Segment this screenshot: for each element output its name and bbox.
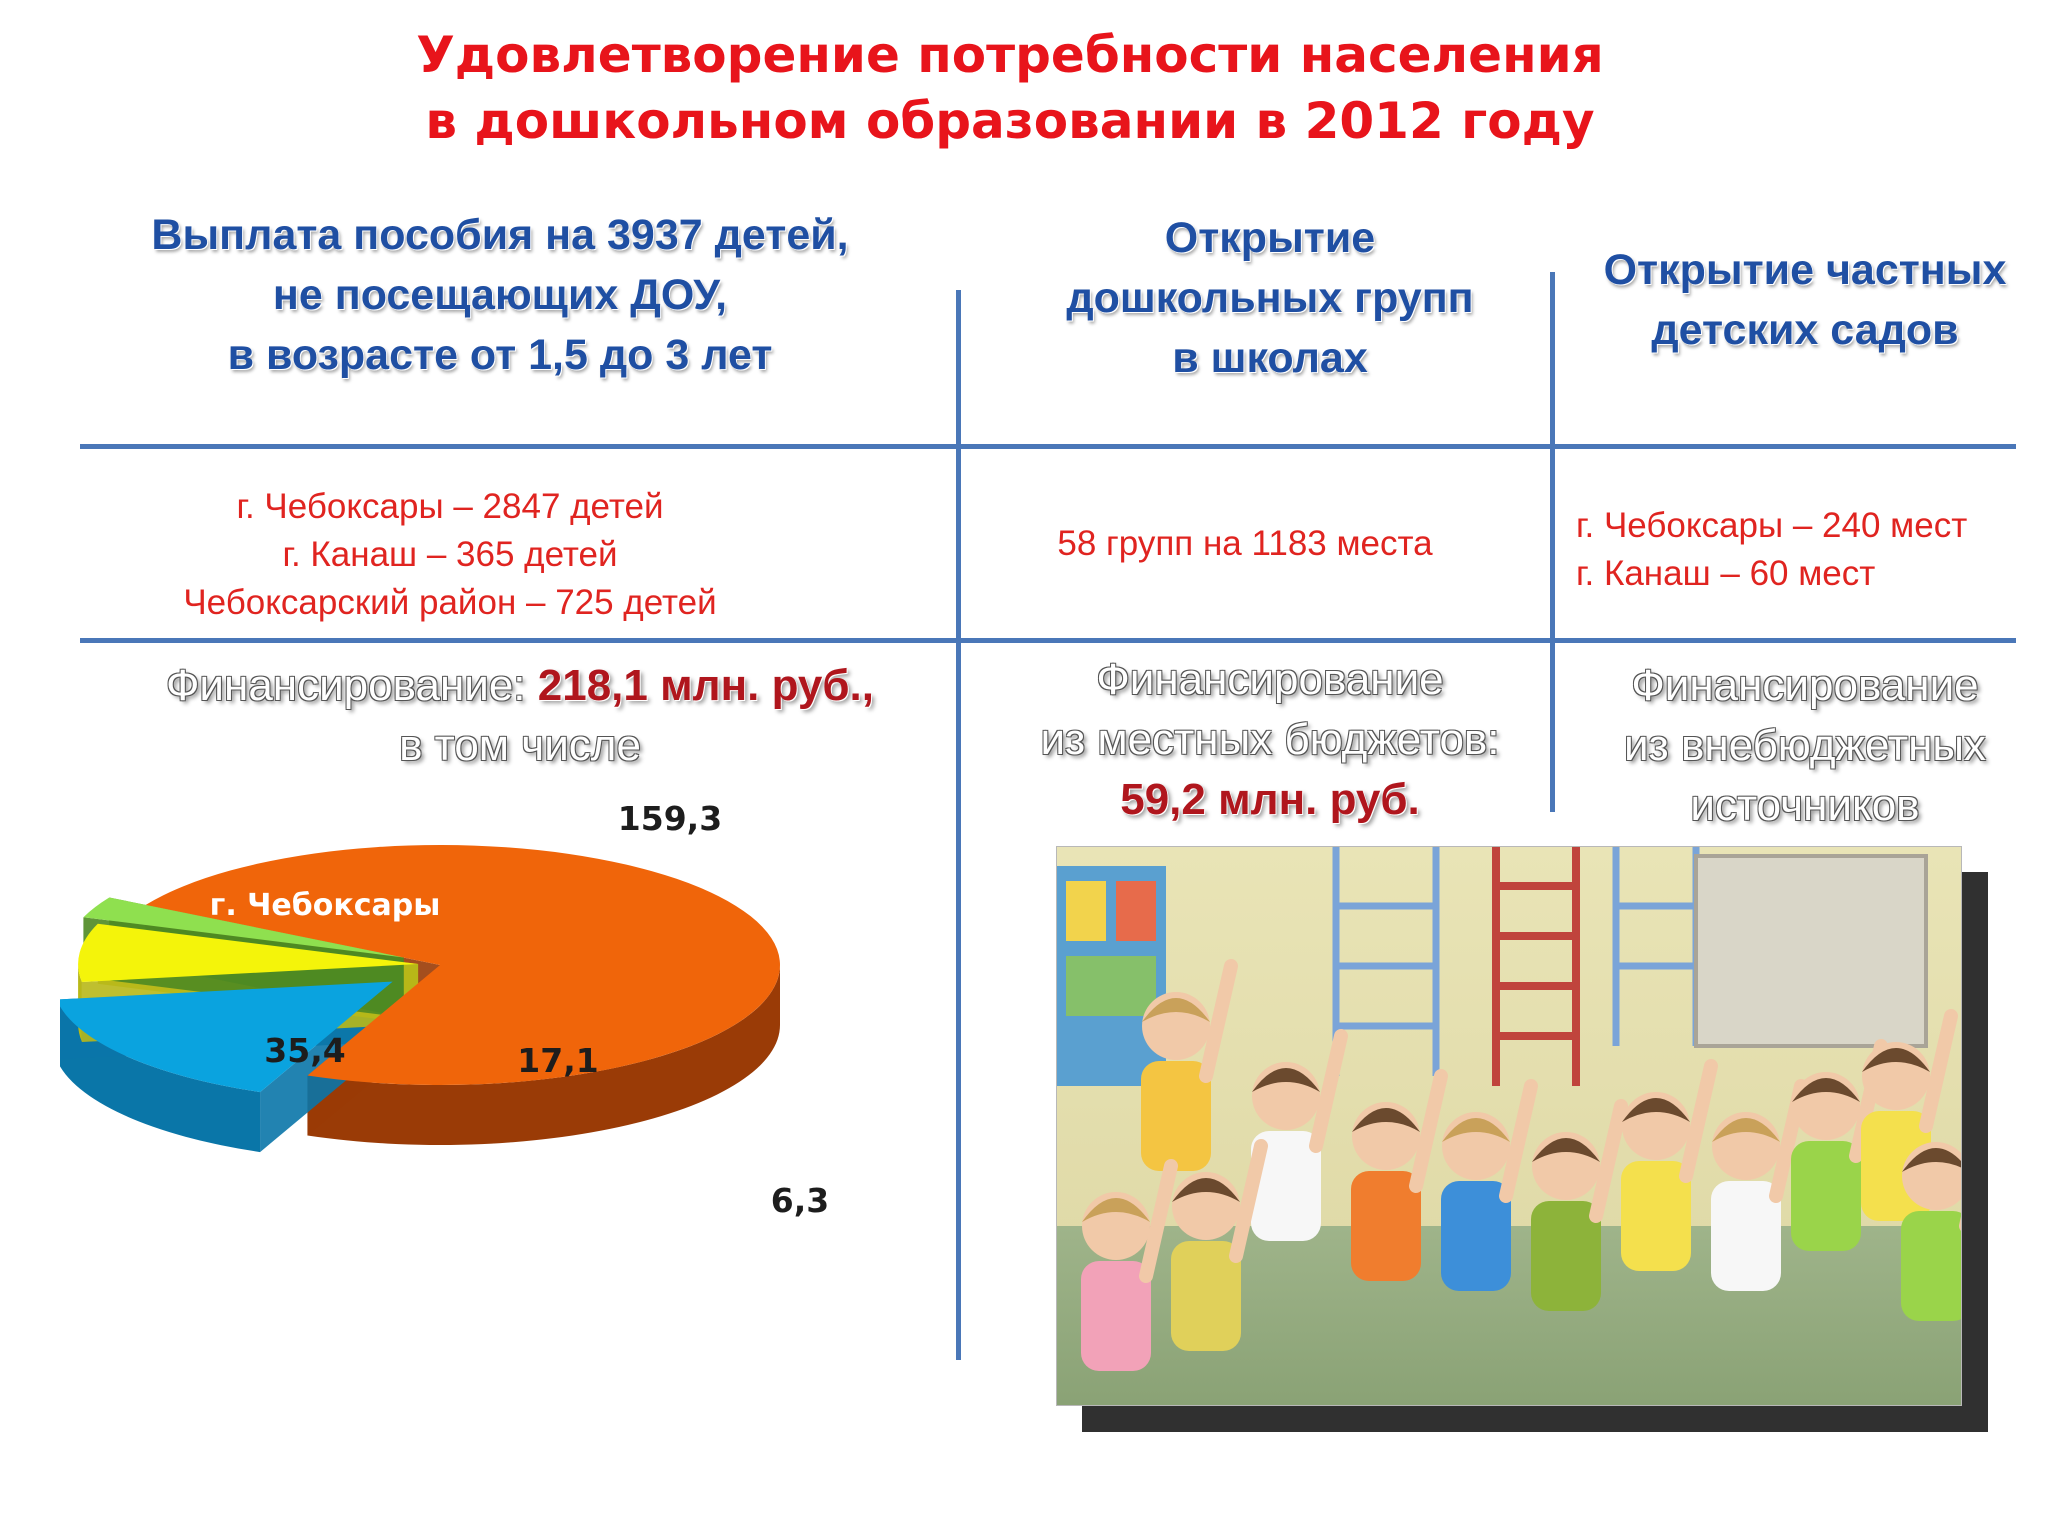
- header-line: Выплата пособия на 3937 детей,: [151, 211, 849, 259]
- header-line: Открытие частных: [1603, 246, 2007, 294]
- title-line-1: Удовлетворение потребности населения: [416, 26, 1604, 84]
- child-figure-body: [1621, 1161, 1691, 1271]
- child-figure-arm: [1679, 1059, 1718, 1183]
- child-figure-arm: [1199, 959, 1238, 1083]
- funding-pie-chart: 159,3 г. Чебоксары 35,4 17,1 6,3: [60, 799, 830, 1220]
- horizontal-divider: [80, 638, 2016, 643]
- child-figure-body: [1251, 1131, 1321, 1241]
- child-figure-body: [1081, 1261, 1151, 1371]
- funding-line: Финансирование: [1096, 655, 1444, 704]
- child-figure-hair: [1142, 998, 1210, 1022]
- child-figure-arm: [1919, 1009, 1958, 1133]
- detail-line: 58 групп на 1183 места: [1057, 524, 1433, 563]
- child-figure-arm: [1229, 1139, 1268, 1263]
- child-figure-hair: [1622, 1098, 1690, 1122]
- allowance-funding: Финансирование: 218,1 млн. руб., в том ч…: [60, 656, 980, 776]
- header-line: Открытие: [1164, 214, 1376, 262]
- pie-slice-top-0: [145, 845, 780, 1085]
- private-kindergartens-funding: Финансирование из внебюджетных источнико…: [1570, 656, 2040, 836]
- pie-slice-top-1: [60, 981, 393, 1093]
- pie-value-label-1: 35,4: [264, 1031, 345, 1070]
- funding-amount: 59,2 млн. руб.: [1120, 775, 1420, 824]
- child-figure-hair: [1792, 1078, 1860, 1102]
- pie-slice-top-3: [83, 897, 404, 958]
- funding-line: источников: [1690, 781, 1920, 830]
- pie-value-label-0: 159,3: [618, 799, 722, 838]
- horizontal-divider: [80, 444, 2016, 449]
- funding-line: из местных бюджетов:: [1040, 715, 1500, 764]
- child-figure-body: [1351, 1171, 1421, 1281]
- child-figure-hair: [1172, 1178, 1240, 1202]
- children-photo: [1055, 845, 1998, 1407]
- column-header-allowance: Выплата пособия на 3937 детей, не посеща…: [70, 205, 930, 385]
- header-line: в школах: [1172, 334, 1368, 382]
- child-figure-body: [1711, 1181, 1781, 1291]
- pie-slice-tops: [60, 845, 780, 1093]
- child-figure-arm: [1309, 1029, 1348, 1153]
- detail-line: г. Канаш – 365 детей: [282, 535, 618, 574]
- school-groups-funding: Финансирование из местных бюджетов: 59,2…: [980, 650, 1560, 830]
- pie-value-label-2: 17,1: [517, 1041, 598, 1080]
- child-figure-hair: [1902, 1148, 1970, 1172]
- funding-amount: 218,1 млн. руб.,: [537, 661, 875, 710]
- child-figure-hair: [1442, 1118, 1510, 1142]
- private-kindergartens-details: г. Чебоксары – 240 мест г. Канаш – 60 ме…: [1576, 502, 2046, 598]
- detail-line: г. Чебоксары – 2847 детей: [236, 487, 664, 526]
- detail-line: Чебоксарский район – 725 детей: [183, 583, 717, 622]
- vertical-divider: [956, 290, 961, 1360]
- page-title: Удовлетворение потребности населения в д…: [230, 22, 1790, 154]
- child-figure-hair: [1712, 1118, 1780, 1142]
- header-line: не посещающих ДОУ,: [272, 271, 728, 319]
- child-figure-arm: [1499, 1079, 1538, 1203]
- child-figure-hair: [1082, 1198, 1150, 1222]
- header-line: дошкольных групп: [1066, 274, 1474, 322]
- children-group-photo-icon: [1055, 845, 1998, 1407]
- child-figure-body: [1141, 1061, 1211, 1171]
- allowance-details: г. Чебоксары – 2847 детей г. Канаш – 365…: [80, 483, 820, 627]
- child-figure-hair: [1532, 1138, 1600, 1162]
- header-line: детских садов: [1651, 306, 1959, 354]
- header-line: в возрасте от 1,5 до 3 лет: [227, 331, 773, 379]
- funding-suffix: в том числе: [399, 721, 641, 770]
- pie-slice-side-1: [60, 1006, 261, 1153]
- school-groups-details: 58 групп на 1183 места: [970, 520, 1520, 568]
- child-figure-body: [1531, 1201, 1601, 1311]
- child-figure-body: [1441, 1181, 1511, 1291]
- column-header-private-kindergartens: Открытие частных детских садов: [1570, 240, 2040, 360]
- pie-value-label-3: 6,3: [771, 1181, 829, 1220]
- child-figure-arm: [1139, 1159, 1178, 1283]
- child-figure-hair: [1352, 1108, 1420, 1132]
- detail-line: г. Чебоксары – 240 мест: [1576, 506, 1968, 545]
- detail-line: г. Канаш – 60 мест: [1576, 554, 1876, 593]
- child-figure-arm: [1409, 1069, 1448, 1193]
- child-figure-hair: [1252, 1068, 1320, 1092]
- pie-slice-name-label-0: г. Чебоксары: [210, 888, 441, 923]
- pie-slice-side-0: [307, 965, 780, 1145]
- funding-prefix: Финансирование:: [165, 661, 538, 710]
- funding-line: Финансирование: 218,1 млн. руб.,: [60, 656, 980, 716]
- child-figure-body: [1791, 1141, 1861, 1251]
- child-figure-arm: [1589, 1099, 1628, 1223]
- child-figure-body: [1901, 1211, 1971, 1321]
- child-figure-body: [1171, 1241, 1241, 1351]
- child-figure-hair: [1862, 1048, 1930, 1072]
- funding-line: Финансирование: [1631, 661, 1979, 710]
- pie-slice-top-2: [78, 923, 419, 983]
- column-header-school-groups: Открытие дошкольных групп в школах: [990, 208, 1550, 388]
- pie-value-labels: 159,3 г. Чебоксары 35,4 17,1 6,3: [210, 799, 830, 1220]
- funding-line: из внебюджетных: [1623, 721, 1987, 770]
- vertical-divider: [1550, 272, 1555, 812]
- title-line-2: в дошкольном образовании в 2012 году: [425, 92, 1595, 150]
